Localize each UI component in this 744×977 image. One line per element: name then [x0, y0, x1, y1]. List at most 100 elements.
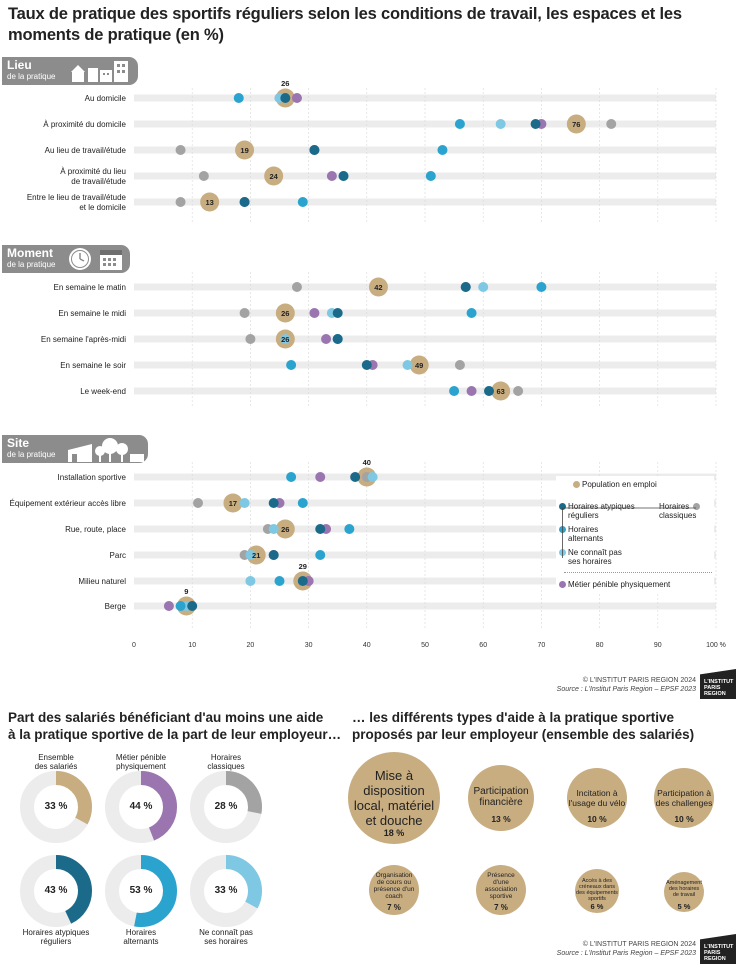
bubble-label-line: Aménagement: [666, 880, 702, 886]
dot-alternants: [315, 550, 326, 560]
chart-title: Taux de pratique des sportifs réguliers …: [8, 5, 682, 44]
value-label: 40: [363, 458, 371, 467]
logo-text: REGION: [704, 956, 726, 962]
donut-value: 33 %: [44, 801, 68, 812]
dot-population: [368, 277, 388, 297]
value-label: 26: [281, 525, 289, 534]
logo-text: PARIS: [704, 950, 721, 956]
dot-population: [235, 140, 255, 160]
bubble-value: 10 %: [674, 813, 694, 824]
value-label: 9: [184, 587, 188, 596]
bubble-value: 13 %: [491, 813, 511, 824]
value-label: 49: [415, 361, 423, 370]
section-title: Lieu: [7, 58, 32, 72]
value-label: 21: [252, 551, 260, 560]
value-label: 19: [240, 146, 248, 155]
legend-dot: [573, 481, 580, 488]
bubble-label-line: d'une: [493, 879, 509, 886]
donut-label-line: classiques: [207, 762, 245, 771]
donut-ring: [190, 771, 262, 843]
row-band: [134, 577, 716, 585]
donut-ring: [20, 771, 92, 843]
donut-label-line: Ensemble: [38, 753, 74, 762]
title-line: Part des salariés bénéficiant d'au moins…: [8, 710, 324, 725]
dot-classiques: [291, 282, 302, 292]
donut-ring: [20, 855, 92, 927]
value-label: 26: [281, 79, 289, 88]
dot-population: [275, 519, 295, 539]
bubble-label-line: sportifs: [588, 895, 606, 902]
dot-plot-chart: 0 10 20 30 40 50 60 70 80 90 100 % Au domicile À pro…: [9, 79, 725, 649]
dot-atypiques: [530, 119, 541, 129]
row-label: Parc: [110, 551, 126, 560]
row-band: [134, 335, 716, 343]
dot-penible: [291, 93, 302, 103]
bubble-label-line: des équipements: [576, 889, 618, 896]
section-header-site: Site de la pratique: [2, 435, 148, 463]
title-line: à la pratique sportive de la part de leu…: [8, 727, 342, 742]
aid-bubble: Participation à des challenges 10 %: [654, 768, 714, 828]
x-tick-label: 80: [596, 642, 604, 649]
row-label: Le week-end: [80, 387, 126, 396]
value-label: 63: [496, 387, 504, 396]
dot-classiques: [193, 498, 204, 508]
section-title: Moment: [7, 246, 53, 260]
section-title: Site: [7, 436, 30, 450]
dot-population: [491, 381, 511, 401]
legend-dot: [559, 503, 566, 510]
bubble-label-line: et douche: [365, 812, 423, 828]
dot-atypiques: [268, 550, 279, 560]
dot-alternants: [175, 601, 186, 611]
dot-ne-connait-pas: [245, 550, 256, 560]
donut-label: Ne connaît pas ses horaires: [181, 928, 271, 946]
dot-ne-connait-pas: [478, 282, 489, 292]
dot-penible: [326, 171, 337, 181]
bubble-label-line: financière: [479, 797, 523, 809]
dot-alternants: [437, 145, 448, 155]
row-label: Équipement extérieur accès libre: [9, 499, 126, 508]
source: Source : L'Institut Paris Region – EPSF …: [556, 950, 696, 957]
dot-population: [200, 192, 220, 212]
donut-label: Horaires alternants: [96, 928, 186, 946]
bubble-label: Accès à des créneaux dans des équipements s…: [575, 878, 619, 902]
row-label: et le domicile: [79, 203, 126, 212]
copyright: © L'INSTITUT PARIS REGION 2024: [582, 941, 696, 948]
bubble-label-line: local, matériel: [353, 797, 435, 813]
row-label: En semaine l'après-midi: [41, 335, 126, 344]
dot-classiques: [239, 308, 250, 318]
park-stadium-icon: [68, 438, 144, 462]
value-label: 29: [299, 562, 307, 571]
logo-text: REGION: [704, 691, 726, 697]
donut-label: Métier pénible physiquement: [96, 753, 186, 771]
donut-value: 44 %: [129, 801, 153, 812]
donut-value: 28 %: [214, 801, 238, 812]
dot-ne-connait-pas: [268, 524, 279, 534]
bubble-label: Mise à disposition local, matériel et douch…: [348, 768, 440, 828]
bubble-label: Incitation à l'usage du vélo: [567, 788, 627, 808]
row-label: Au domicile: [85, 94, 127, 103]
dot-ne-connait-pas: [239, 498, 250, 508]
bubble-label: Participation à des challenges: [654, 788, 714, 808]
bubble-value: 7 %: [494, 903, 508, 912]
bubble-label-line: coach: [385, 893, 403, 900]
source: Source : L'Institut Paris Region – EPSF …: [556, 686, 696, 693]
bubble-label-line: sportive: [489, 893, 513, 900]
bubble-section-title: … les différents types d'aide à la prati…: [352, 709, 694, 743]
bubble-value: 7 %: [387, 903, 401, 912]
dot-classiques: [175, 197, 186, 207]
dot-population: [275, 303, 295, 323]
legend-label: classiques: [659, 511, 697, 520]
dot-penible: [321, 334, 332, 344]
dot-ne-connait-pas: [495, 119, 506, 129]
x-tick-label: 30: [305, 642, 313, 649]
donut-label-line: alternants: [123, 937, 159, 946]
dot-penible: [466, 386, 477, 396]
x-tick-label: 70: [538, 642, 546, 649]
legend-label: Horaires: [568, 525, 599, 534]
value-label: 42: [374, 283, 382, 292]
aid-bubble: Organisation de cours ou présence d'un coac…: [369, 865, 419, 915]
copyright: © L'INSTITUT PARIS REGION 2024: [582, 677, 696, 684]
bubble-label-line: Accès à des: [582, 877, 612, 884]
bubble-value: 18 %: [383, 828, 405, 839]
dot-classiques: [606, 119, 617, 129]
